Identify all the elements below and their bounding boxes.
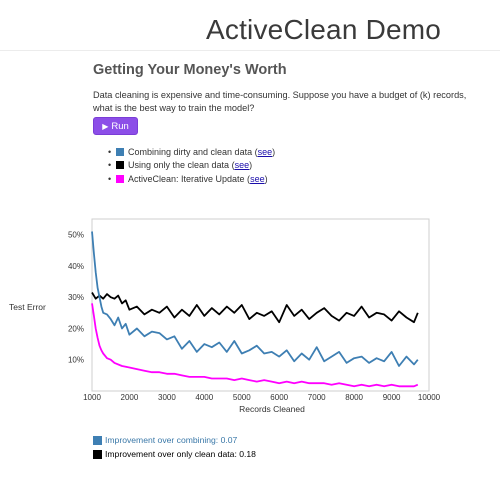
x-axis-title: Records Cleaned xyxy=(239,404,305,414)
legend-close-paren: ) xyxy=(264,173,268,184)
see-link-activeclean[interactable]: see xyxy=(250,173,265,184)
see-link-clean[interactable]: see xyxy=(234,160,250,171)
intro-text: Data cleaning is expensive and time-cons… xyxy=(93,90,467,113)
section-heading: Getting Your Money's Worth xyxy=(93,62,287,78)
y-tick-label: 40% xyxy=(68,262,84,271)
x-tick-label: 5000 xyxy=(233,393,251,402)
x-tick-label: 8000 xyxy=(345,393,363,402)
legend-label-activeclean: ActiveClean: Iterative Update ( xyxy=(128,173,251,184)
y-tick-label: 20% xyxy=(68,325,84,334)
result-label-clean: Improvement over only clean data: 0.18 xyxy=(105,449,256,459)
y-tick-label: 50% xyxy=(68,231,84,240)
result-swatch-combining xyxy=(93,435,102,445)
app-title: ActiveClean Demo xyxy=(206,14,442,45)
run-button[interactable]: ▶ Run xyxy=(93,117,138,135)
bullet-icon: • xyxy=(108,173,112,184)
legend-list: • Combining dirty and clean data (see) •… xyxy=(108,145,275,186)
line-activeclean xyxy=(91,303,419,388)
y-tick-labels: 10% 20% 30% 40% 50% xyxy=(68,231,84,365)
play-icon: ▶ xyxy=(102,121,109,131)
x-tick-label: 4000 xyxy=(195,393,213,402)
legend-swatch-combining xyxy=(116,147,124,156)
x-tick-label: 10000 xyxy=(418,393,441,402)
result-clean: Improvement over only clean data: 0.18 xyxy=(93,447,256,461)
bullet-icon: • xyxy=(108,146,112,157)
x-tick-label: 6000 xyxy=(270,393,288,402)
legend-item-combining: • Combining dirty and clean data (see) xyxy=(108,145,275,159)
legend-label-combining: Combining dirty and clean data ( xyxy=(128,146,258,157)
y-tick-label: 30% xyxy=(68,293,84,302)
line-combining xyxy=(91,231,419,367)
series-layer xyxy=(91,231,419,388)
x-tick-label: 3000 xyxy=(158,393,176,402)
result-swatch-clean xyxy=(93,449,102,459)
run-button-label: Run xyxy=(111,120,129,132)
legend-swatch-activeclean xyxy=(116,174,124,183)
results-panel: Improvement over combining: 0.07 Improve… xyxy=(93,433,256,461)
x-tick-label: 2000 xyxy=(121,393,139,402)
legend-close-paren: ) xyxy=(249,160,253,171)
legend-item-clean: • Using only the clean data (see) xyxy=(108,159,275,173)
see-link-combining[interactable]: see xyxy=(257,146,273,157)
header-divider xyxy=(0,50,500,51)
legend-label-clean: Using only the clean data ( xyxy=(128,160,235,171)
x-tick-label: 9000 xyxy=(383,393,401,402)
y-tick-label: 10% xyxy=(68,356,84,365)
legend-item-activeclean: • ActiveClean: Iterative Update (see) xyxy=(108,172,275,186)
bullet-icon: • xyxy=(108,160,112,171)
result-label-combining: Improvement over combining: 0.07 xyxy=(105,435,238,445)
line-clean-only xyxy=(91,292,419,324)
legend-close-paren: ) xyxy=(272,146,276,157)
x-tick-labels: 1000 2000 3000 4000 5000 6000 7000 8000 9000 1000… xyxy=(83,393,441,402)
y-axis-title: Test Error xyxy=(9,302,46,312)
x-tick-label: 1000 xyxy=(83,393,101,402)
plot-frame xyxy=(91,218,430,392)
x-tick-label: 7000 xyxy=(308,393,326,402)
result-combining: Improvement over combining: 0.07 xyxy=(93,433,256,447)
legend-swatch-clean xyxy=(116,161,124,170)
